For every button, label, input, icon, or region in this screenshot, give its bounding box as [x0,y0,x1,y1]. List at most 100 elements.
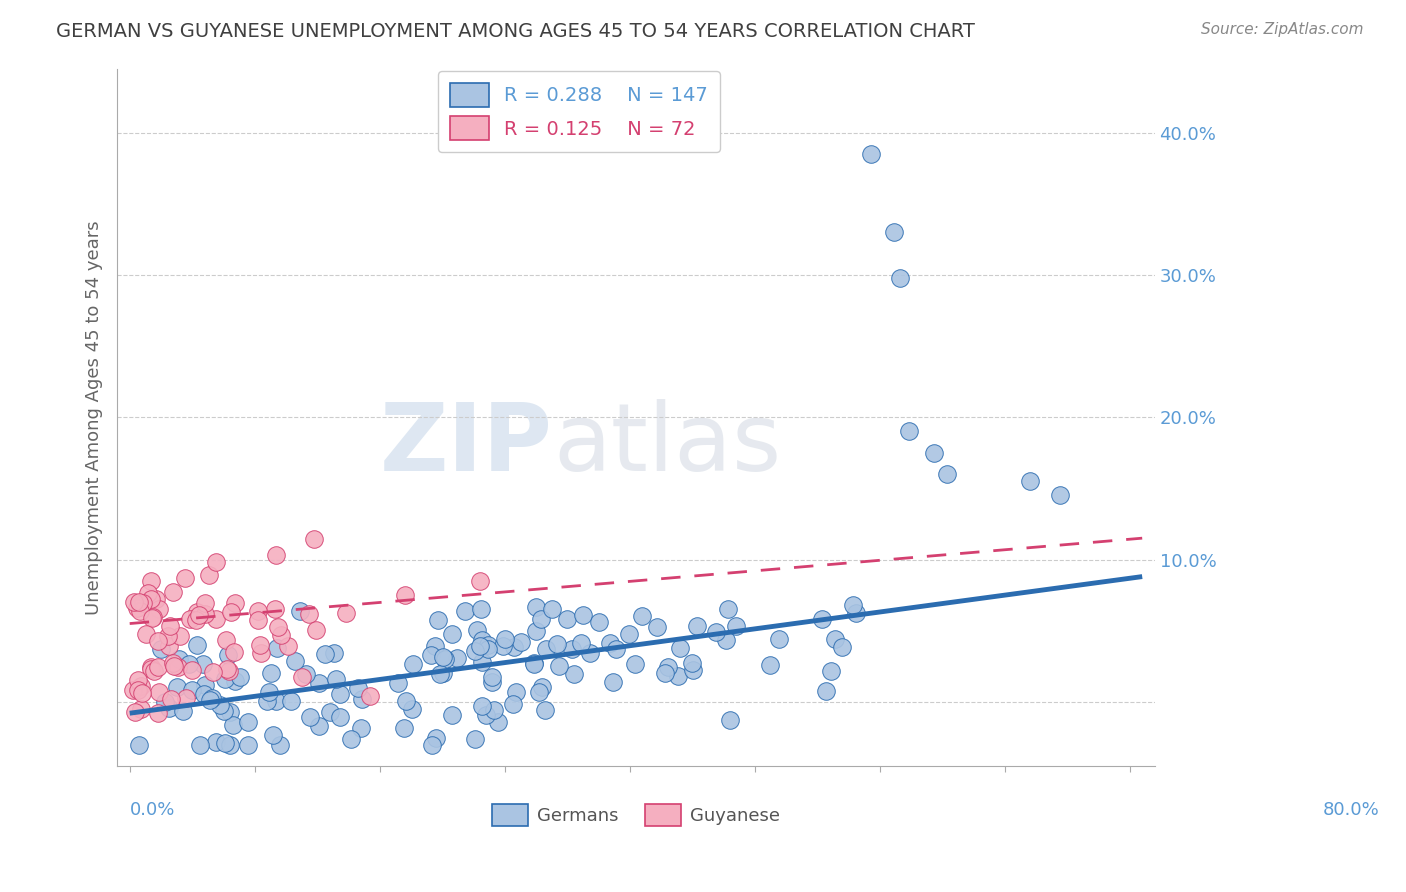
Point [148,685,170,699]
Point [569,636,592,650]
Point [509,635,531,649]
Point [122,683,145,698]
Point [530,680,553,694]
Point [194,678,217,692]
Point [269,738,291,752]
Point [314,647,336,661]
Point [157,700,180,714]
Point [214,672,236,686]
Point [217,662,239,676]
Point [209,698,232,713]
Point [141,591,163,606]
Point [340,731,363,746]
Point [205,555,228,569]
Point [524,624,547,639]
Point [173,571,195,585]
Point [842,598,865,612]
Point [169,629,191,643]
Text: Source: ZipAtlas.com: Source: ZipAtlas.com [1201,22,1364,37]
Point [540,602,562,616]
Point [201,665,224,680]
Point [304,532,326,546]
Point [530,612,553,626]
Point [387,676,409,690]
Point [127,682,149,697]
Point [454,604,477,618]
Point [668,668,690,682]
Point [246,604,269,618]
Point [502,698,524,712]
Point [163,659,186,673]
Point [179,612,201,626]
Point [305,623,328,637]
Point [191,657,214,671]
Point [218,705,240,719]
Point [249,638,271,652]
Point [132,595,155,609]
Point [188,738,211,752]
Point [186,605,208,619]
Point [142,610,165,624]
Point [820,665,842,679]
Point [475,708,498,723]
Point [323,646,346,660]
Point [128,595,150,609]
Point [468,639,491,653]
Point [668,641,690,656]
Point [482,702,505,716]
Point [359,689,381,703]
Point [325,672,347,686]
Point [222,718,245,732]
Point [468,574,491,588]
Point [257,685,280,699]
Point [546,637,568,651]
Point [288,604,311,618]
Point [260,666,283,681]
Point [725,619,748,633]
Point [631,608,654,623]
Point [824,632,846,646]
Point [319,705,342,719]
Point [150,641,173,656]
Point [329,687,352,701]
Point [222,645,245,659]
Point [898,425,921,439]
Point [146,660,169,674]
Point [328,710,350,724]
Point [128,738,150,752]
Point [845,606,868,620]
Text: 0.0%: 0.0% [129,801,176,819]
Point [201,690,224,705]
Point [486,715,509,730]
Y-axis label: Unemployment Among Ages 45 to 54 years: Unemployment Among Ages 45 to 54 years [86,220,103,615]
Point [425,731,447,745]
Point [263,602,285,616]
Point [571,608,593,623]
Point [215,633,238,648]
Point [204,612,226,626]
Point [217,648,239,662]
Point [1019,475,1042,489]
Point [238,738,260,752]
Point [129,679,152,693]
Point [883,225,905,239]
Point [1049,488,1071,502]
Text: 80.0%: 80.0% [1323,801,1379,819]
Point [429,667,451,681]
Point [159,619,181,633]
Point [146,633,169,648]
Point [246,613,269,627]
Point [579,647,602,661]
Point [297,607,319,622]
Point [219,605,242,619]
Point [492,640,515,654]
Point [523,656,546,670]
Point [347,681,370,696]
Point [440,707,463,722]
Point [470,601,492,615]
Point [142,664,165,678]
Point [264,549,287,563]
Point [602,674,624,689]
Point [141,660,163,674]
Point [308,719,330,733]
